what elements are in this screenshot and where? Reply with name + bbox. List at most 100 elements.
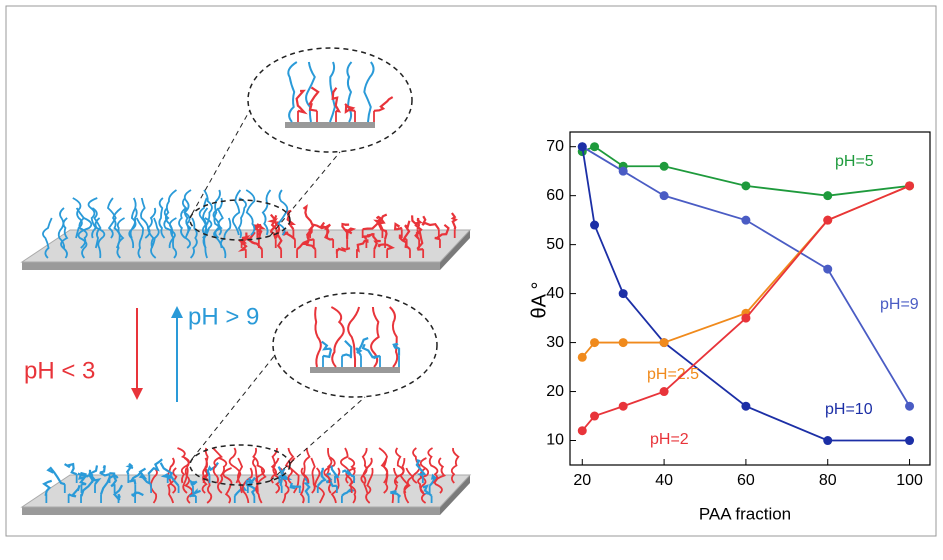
polymer-coil — [131, 491, 144, 498]
polymer-coil — [331, 87, 342, 113]
polymer-coil — [267, 214, 278, 230]
polymer-coil — [356, 239, 369, 253]
frame — [5, 5, 937, 537]
polymer-strand — [183, 189, 192, 236]
data-point — [741, 181, 751, 191]
x-tick-label: 20 — [573, 472, 591, 489]
polymer-strand — [394, 447, 405, 484]
data-point — [618, 338, 628, 348]
polymer-coil — [422, 484, 433, 497]
polymer-strand — [310, 457, 316, 494]
data-point — [618, 401, 628, 411]
polymer-coil — [415, 217, 423, 230]
polymer-strand — [427, 447, 439, 484]
polymer-coil — [289, 482, 302, 490]
polymer-strand — [213, 189, 222, 236]
polymer-strand — [183, 467, 194, 504]
polymer-strand — [213, 207, 224, 249]
data-point — [659, 191, 669, 201]
data-point — [741, 215, 751, 225]
polymer-coil — [344, 103, 356, 114]
data-point — [905, 401, 915, 411]
arrow-head — [171, 306, 183, 318]
polymer-coil — [372, 232, 381, 250]
polymer-strand — [228, 447, 242, 484]
polymer-strand — [261, 189, 272, 236]
polymer-strand — [72, 197, 83, 239]
polymer-coil — [88, 465, 99, 477]
polymer-strand — [202, 189, 213, 236]
polymer-strand — [330, 306, 345, 368]
polymer-strand — [158, 197, 166, 239]
y-tick-label: 40 — [546, 285, 564, 302]
substrate-side — [22, 507, 440, 515]
y-tick-label: 50 — [546, 236, 564, 253]
polymer-coil — [128, 471, 142, 485]
polymer-coil — [125, 462, 134, 475]
polymer-strand — [222, 467, 233, 504]
y-tick-label: 30 — [546, 334, 564, 351]
polymer-strand — [91, 207, 102, 249]
plot-frame — [569, 131, 931, 466]
inset-substrate — [310, 367, 400, 373]
series-label: pH=9 — [880, 296, 919, 313]
x-tick-label: 40 — [655, 472, 673, 489]
polymer-strand — [330, 467, 341, 504]
polymer-coil — [355, 337, 369, 357]
polymer-strand — [150, 217, 160, 259]
y-tick-label: 70 — [546, 138, 564, 155]
polymer-coil — [302, 239, 317, 250]
polymer-strand — [391, 467, 399, 504]
polymer-strand — [346, 61, 353, 123]
polymer-coil — [253, 223, 262, 233]
polymer-coil — [341, 487, 356, 497]
data-point — [618, 289, 628, 299]
data-point — [590, 220, 600, 230]
polymer-coil — [189, 479, 198, 487]
polymer-coil — [362, 215, 382, 231]
polymer-strand — [433, 457, 447, 494]
polymer-coil — [373, 96, 394, 112]
polymer-strand — [287, 61, 298, 123]
polymer-strand — [329, 61, 336, 123]
polymer-strand — [217, 457, 228, 494]
polymer-strand — [252, 447, 266, 484]
data-point — [823, 215, 833, 225]
polymer-strand — [305, 61, 316, 123]
zoom-ellipse — [272, 292, 438, 398]
y-tick-label: 20 — [546, 383, 564, 400]
polymer-strand — [203, 467, 213, 504]
polymer-coil — [341, 222, 350, 234]
zoom-line — [191, 109, 251, 215]
polymer-strand — [363, 61, 375, 123]
polymer-coil — [421, 215, 440, 230]
polymer-strand — [314, 306, 322, 368]
polymer-coil — [342, 468, 355, 477]
polymer-strand — [347, 306, 361, 368]
data-point — [590, 142, 600, 152]
series-label: pH=2.5 — [647, 366, 699, 383]
series-line — [581, 145, 911, 407]
polymer-strand — [128, 207, 137, 249]
polymer-strand — [302, 447, 311, 484]
polymer-strand — [232, 189, 242, 236]
polymer-coil — [335, 246, 351, 254]
polymer-strand — [378, 447, 389, 484]
series-label: pH=2 — [650, 431, 689, 448]
polymer-coil — [428, 473, 439, 487]
polymer-coil — [306, 227, 315, 242]
polymer-strand — [177, 447, 190, 484]
data-point — [590, 338, 600, 348]
polymer-coil — [392, 342, 401, 356]
substrate-side — [22, 262, 440, 270]
data-point — [741, 313, 751, 323]
polymer-strand — [417, 457, 430, 494]
zoom-source — [189, 199, 291, 241]
polymer-coil — [302, 204, 315, 230]
polymer-strand — [245, 189, 256, 236]
zoom-source — [189, 444, 291, 486]
polymer-coil — [78, 471, 87, 486]
polymer-strand — [189, 217, 198, 259]
polymer-strand — [403, 467, 415, 504]
